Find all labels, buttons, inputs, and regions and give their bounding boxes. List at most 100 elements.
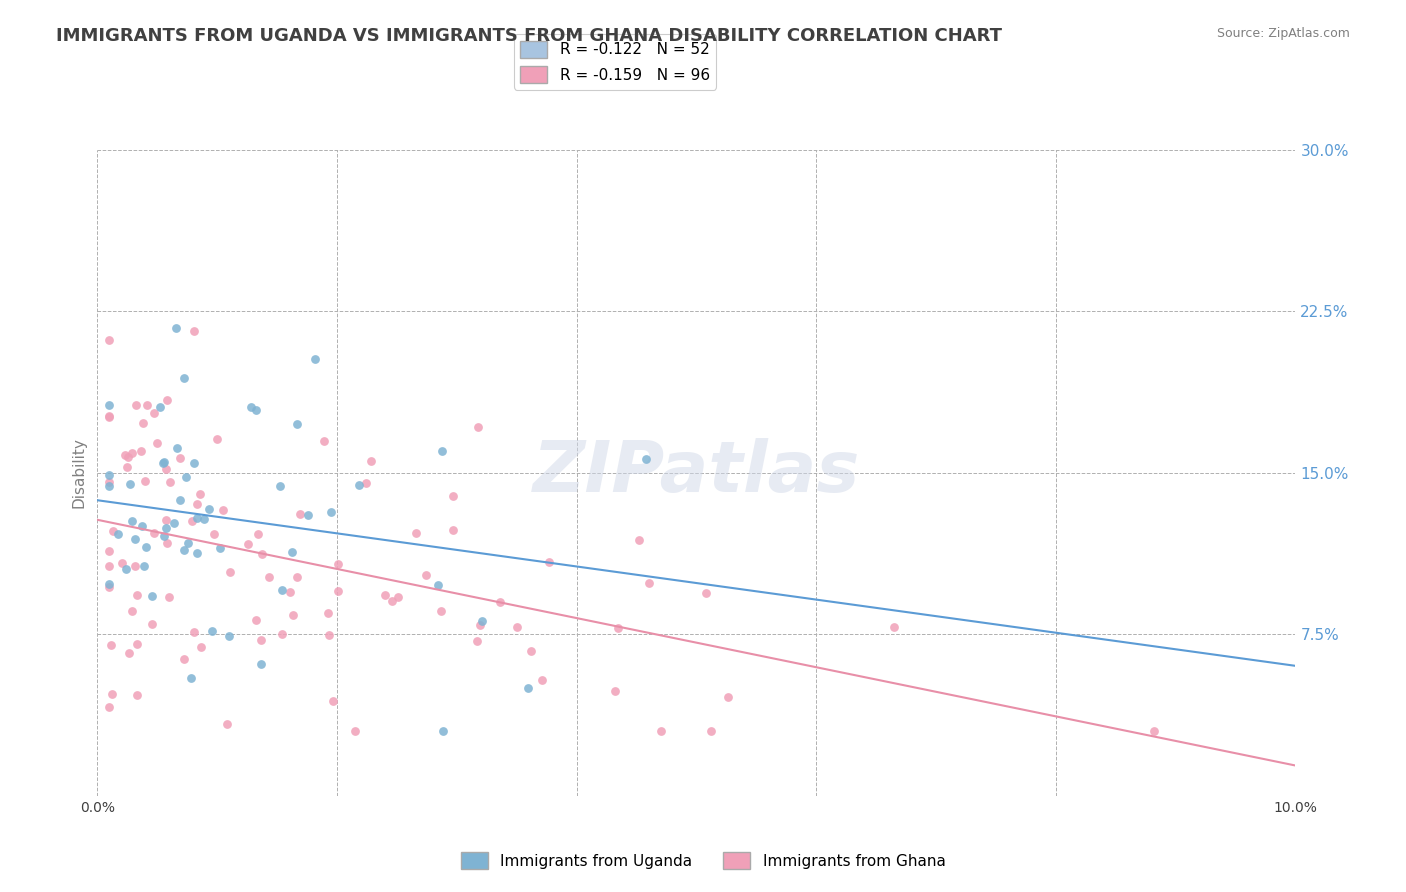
Point (252, 548, 274, 562)
Point (129, 443, 152, 458)
Point (141, 616, 163, 631)
Point (165, 320, 187, 334)
Point (169, 450, 191, 465)
Point (322, 694, 344, 708)
Point (132, 559, 155, 574)
Point (250, 657, 273, 671)
Point (326, 584, 349, 599)
Point (114, 448, 136, 462)
Point (186, 511, 208, 525)
Text: IMMIGRANTS FROM UGANDA VS IMMIGRANTS FROM GHANA DISABILITY CORRELATION CHART: IMMIGRANTS FROM UGANDA VS IMMIGRANTS FRO… (56, 27, 1002, 45)
Point (281, 607, 304, 622)
Point (141, 590, 163, 604)
Point (441, 523, 464, 537)
Point (208, 541, 231, 556)
Point (285, 417, 308, 432)
Point (124, 532, 146, 546)
Point (121, 604, 143, 618)
Point (117, 450, 139, 464)
Point (98, 410, 121, 425)
Point (218, 565, 240, 579)
Point (471, 614, 494, 628)
Point (285, 570, 308, 584)
Point (174, 470, 197, 484)
Point (153, 455, 176, 469)
Point (183, 624, 205, 639)
Point (530, 673, 553, 688)
Point (321, 505, 343, 519)
Point (100, 687, 122, 701)
Point (100, 638, 122, 652)
Point (207, 432, 229, 446)
Point (250, 633, 273, 648)
Point (347, 477, 370, 491)
Point (183, 325, 205, 339)
Point (127, 689, 149, 703)
Point (103, 524, 125, 539)
Point (695, 586, 717, 600)
Point (127, 588, 149, 602)
Point (312, 434, 335, 449)
Point (381, 593, 404, 607)
Point (156, 536, 179, 550)
Point (135, 541, 157, 555)
Point (173, 370, 195, 384)
Point (157, 590, 180, 604)
Point (121, 514, 143, 528)
Point (259, 569, 281, 583)
Point (537, 555, 560, 569)
Point (180, 514, 202, 528)
Point (132, 417, 155, 431)
Point (107, 527, 129, 541)
Point (304, 351, 326, 366)
Point (124, 558, 146, 573)
Point (202, 527, 225, 541)
Point (650, 724, 672, 739)
Point (153, 529, 176, 543)
Point (318, 628, 340, 642)
Point (246, 527, 269, 541)
Point (115, 460, 138, 475)
Point (883, 620, 905, 634)
Point (426, 578, 449, 592)
Legend: R = -0.122   N = 52, R = -0.159   N = 96: R = -0.122 N = 52, R = -0.159 N = 96 (513, 35, 716, 89)
Point (1143, 724, 1166, 739)
Point (98, 479, 121, 493)
Point (143, 526, 166, 541)
Point (98, 333, 121, 347)
Point (173, 542, 195, 557)
Y-axis label: Disability: Disability (72, 437, 86, 508)
Point (607, 621, 630, 635)
Point (117, 646, 139, 660)
Point (374, 588, 396, 602)
Point (163, 516, 186, 530)
Point (430, 603, 453, 617)
Point (270, 626, 292, 640)
Point (131, 519, 153, 533)
Point (245, 403, 267, 417)
Text: ZIPatlas: ZIPatlas (533, 438, 860, 508)
Point (155, 521, 177, 535)
Point (430, 443, 453, 458)
Point (125, 399, 148, 413)
Point (269, 479, 291, 493)
Point (215, 717, 238, 731)
Point (634, 451, 657, 466)
Point (271, 583, 294, 598)
Point (699, 724, 721, 739)
Point (280, 545, 302, 559)
Point (193, 512, 215, 526)
Point (183, 456, 205, 470)
Point (159, 475, 181, 490)
Point (415, 568, 437, 582)
Point (354, 475, 377, 490)
Point (316, 606, 339, 620)
Point (149, 400, 172, 414)
Point (326, 557, 349, 571)
Point (146, 435, 169, 450)
Point (218, 629, 240, 643)
Point (98, 558, 121, 573)
Point (489, 595, 512, 609)
Point (98, 475, 121, 489)
Point (603, 684, 626, 698)
